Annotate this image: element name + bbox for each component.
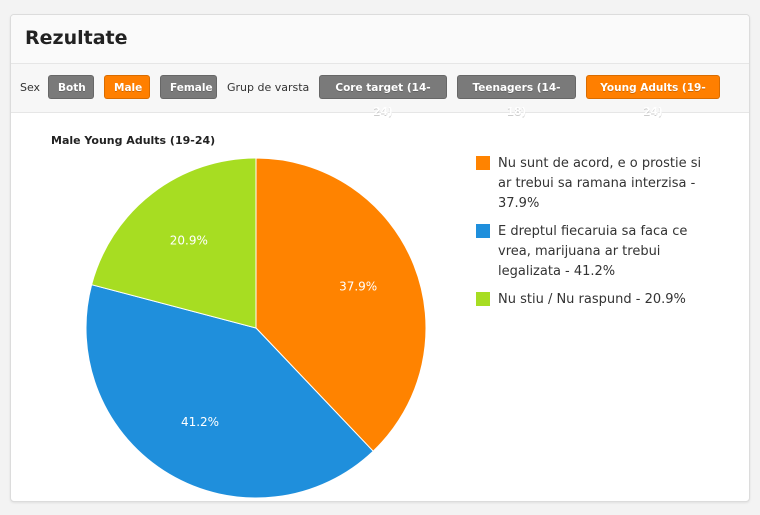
sex-female-button[interactable]: Female bbox=[160, 75, 217, 99]
filter-bar: Sex Both Male Female Grup de varsta Core… bbox=[11, 64, 749, 118]
pie-data-label: 37.9% bbox=[339, 280, 377, 294]
legend-label: Nu sunt de acord, e o prostie si ar treb… bbox=[498, 156, 702, 211]
chart-title: Male Young Adults (19-24) bbox=[51, 134, 216, 147]
sex-male-button[interactable]: Male bbox=[104, 75, 150, 99]
pie-data-label: 20.9% bbox=[170, 233, 208, 247]
age-core-target-button[interactable]: Core target (14-24) bbox=[319, 75, 447, 118]
pie-data-label: 41.2% bbox=[181, 415, 219, 429]
legend-item[interactable]: E dreptul fiecaruia sa faca ce vrea, mar… bbox=[476, 222, 716, 282]
age-young-adults-button[interactable]: Young Adults (19-24) bbox=[586, 75, 720, 118]
age-group-filter-label: Grup de varsta bbox=[227, 81, 310, 94]
sex-both-button[interactable]: Both bbox=[48, 75, 94, 99]
sex-filter-label: Sex bbox=[20, 81, 41, 94]
legend-swatch bbox=[476, 156, 490, 170]
legend-label: E dreptul fiecaruia sa faca ce vrea, mar… bbox=[498, 224, 688, 279]
pie-chart: 37.9% 41.2% 20.9% bbox=[85, 157, 427, 499]
pie-slice-2[interactable] bbox=[85, 284, 374, 499]
pie-slice-3[interactable] bbox=[90, 157, 257, 329]
page-title: Rezultate bbox=[25, 27, 128, 49]
pie-slice-1[interactable] bbox=[255, 157, 427, 452]
panel-header: Rezultate bbox=[11, 15, 749, 64]
legend-item[interactable]: Nu stiu / Nu raspund - 20.9% bbox=[476, 290, 716, 310]
legend-item[interactable]: Nu sunt de acord, e o prostie si ar treb… bbox=[476, 154, 716, 214]
age-teenagers-button[interactable]: Teenagers (14-18) bbox=[457, 75, 576, 118]
results-panel: Rezultate Sex Both Male Female Grup de v… bbox=[10, 14, 750, 502]
chart-legend: Nu sunt de acord, e o prostie si ar treb… bbox=[476, 154, 716, 318]
legend-label: Nu stiu / Nu raspund - 20.9% bbox=[498, 292, 686, 307]
legend-swatch bbox=[476, 224, 490, 238]
legend-swatch bbox=[476, 292, 490, 306]
